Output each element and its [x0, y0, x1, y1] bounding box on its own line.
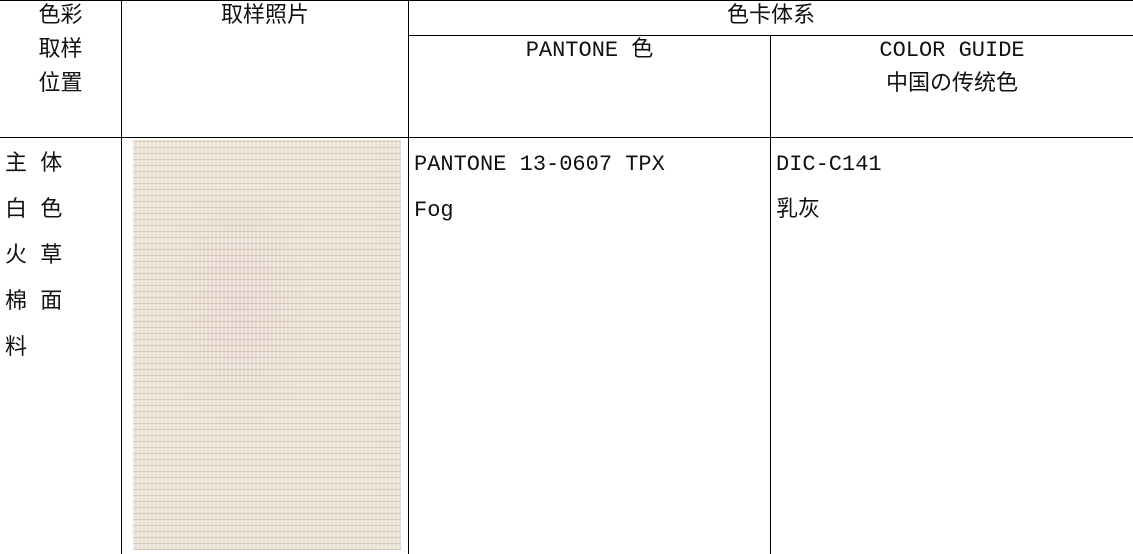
cell-text: PANTONE 13-0607 TPX	[414, 152, 665, 177]
rule	[770, 35, 771, 554]
rule	[0, 137, 1133, 138]
header-pantone: PANTONE 色	[525, 38, 654, 63]
fabric-photo	[133, 140, 401, 550]
rule	[0, 0, 1133, 1]
cell-text: 料	[5, 336, 28, 361]
header-text: 位置	[38, 72, 83, 97]
pantone-cell: PANTONE 13-0607 TPX Fog	[414, 142, 770, 234]
cell-text: Fog	[414, 198, 454, 223]
cell-text: DIC-C141	[776, 152, 882, 177]
header-guide: COLOR GUIDE 中国の传统色	[771, 34, 1133, 102]
cell-text: 白 色	[5, 198, 63, 223]
cell-text: 主 体	[5, 152, 63, 177]
header-photo: 取样照片	[220, 4, 309, 29]
rule	[121, 0, 122, 554]
guide-cell: DIC-C141 乳灰	[776, 142, 1132, 234]
header-text: 取样	[38, 38, 83, 63]
header-system: 色卡体系	[726, 4, 815, 29]
header-position: 色彩 取样 位置	[0, 0, 121, 102]
header-text: COLOR GUIDE	[879, 38, 1025, 63]
header-text: 中国の传统色	[885, 72, 1018, 97]
cell-text: 乳灰	[776, 198, 821, 223]
rule	[408, 0, 409, 554]
cell-text: 火 草	[5, 244, 63, 269]
header-text: 色彩	[38, 4, 83, 29]
position-cell: 主 体 白 色 火 草 棉 面 料	[5, 142, 121, 372]
cell-text: 棉 面	[5, 290, 63, 315]
